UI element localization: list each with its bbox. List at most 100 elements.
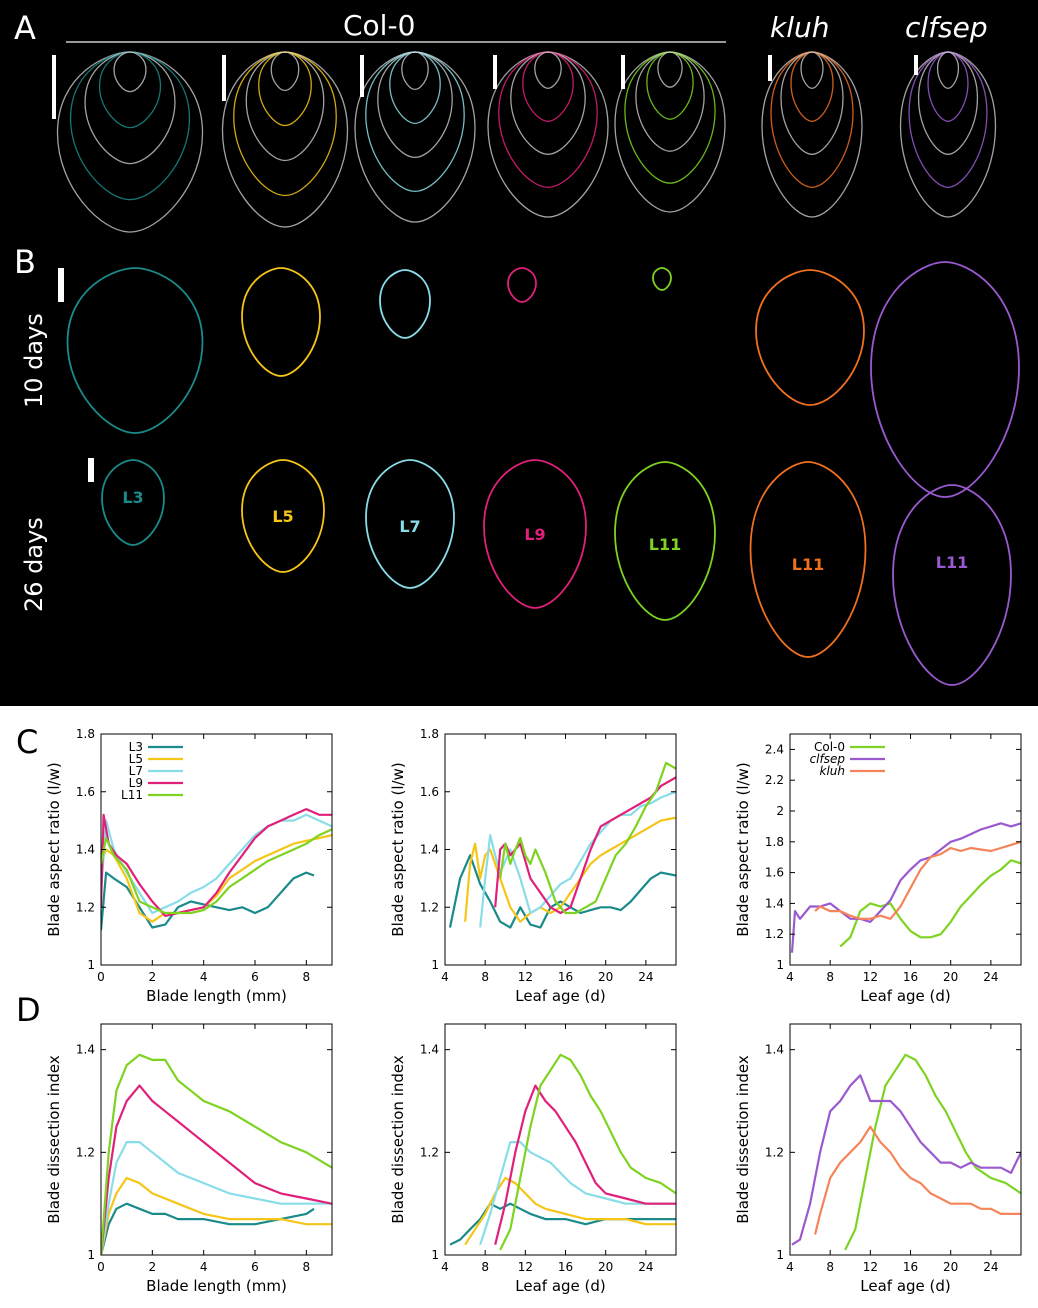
series-line-L7 — [479, 1141, 676, 1246]
x-tick-label: 8 — [481, 1260, 489, 1274]
growth-outline — [377, 51, 453, 159]
series-line-L9 — [101, 1084, 332, 1255]
growth-outline — [522, 51, 574, 122]
growth-outline — [354, 51, 476, 223]
series-line-L3 — [101, 871, 315, 931]
scale-bar — [222, 55, 226, 101]
chart-C1: 0 2 4 6 8 1 1.2 1.4 1.6 1.8 Blade length (mm) Blade… — [45, 727, 333, 1005]
y-tick-label: 2.2 — [765, 773, 784, 787]
y-tick-label: 1 — [431, 958, 439, 972]
growth-outline — [908, 51, 988, 188]
y-axis-title: Blade dissection index — [734, 1055, 752, 1224]
x-tick-label: 24 — [638, 970, 653, 984]
growth-outline — [258, 51, 312, 127]
x-tick-label: 12 — [863, 970, 878, 984]
leaf-label: L11 — [649, 535, 681, 554]
y-tick-label: 1 — [776, 1248, 784, 1262]
growth-outline — [927, 51, 969, 122]
genotype-label-kluh: kluh — [770, 11, 830, 44]
leaf-label: L11 — [792, 555, 824, 574]
y-tick-label: 1.4 — [420, 1043, 439, 1057]
genotype-label-clfsep: clfsep — [905, 11, 988, 44]
leaf-outline-10d-3 — [507, 267, 537, 303]
y-tick-label: 1.2 — [76, 900, 95, 914]
scale-bar — [360, 55, 364, 97]
x-tick-label: 4 — [441, 1260, 449, 1274]
age-label-10-days: 10 days — [20, 313, 48, 408]
y-tick-label: 1.8 — [765, 835, 784, 849]
panel-letter-c: C — [16, 723, 39, 761]
x-tick-label: 6 — [251, 970, 259, 984]
leaf-outline-10d-1 — [241, 267, 321, 377]
series-line-L9 — [494, 776, 676, 915]
x-tick-label: 2 — [149, 1260, 157, 1274]
leaf-outline-26d-2 — [365, 459, 455, 589]
y-axis-title: Blade aspect ratio (l/w) — [734, 762, 752, 936]
growth-series-6 — [899, 51, 997, 218]
legend-label: L7 — [129, 764, 143, 778]
plot-frame — [789, 1023, 1022, 1256]
growth-outline — [98, 51, 162, 129]
y-tick-label: 2 — [776, 804, 784, 818]
scale-bar — [493, 55, 497, 89]
growth-outline — [657, 51, 683, 88]
x-tick-label: 4 — [786, 1260, 794, 1274]
leaf-outline-26d-5 — [749, 461, 867, 658]
scale-bar-10d — [58, 268, 64, 302]
growth-outline — [635, 51, 705, 152]
growth-outline — [245, 51, 325, 162]
growth-outline — [221, 51, 349, 228]
chart-D1: 0 2 4 6 8 1 1.2 1.4 Blade length (mm) Blade disse… — [45, 1023, 333, 1295]
series-line-Col-0 — [844, 1053, 1021, 1251]
series-line-L11 — [499, 1053, 676, 1251]
growth-outline — [917, 51, 979, 155]
x-tick-label: 6 — [251, 1260, 259, 1274]
panel-letter-a: A — [14, 9, 36, 47]
y-axis-title: Blade dissection index — [45, 1055, 63, 1224]
growth-series-2 — [354, 51, 476, 223]
growth-outline — [84, 51, 176, 165]
age-label-26-days: 26 days — [20, 517, 48, 612]
scale-bar — [621, 55, 625, 89]
leaf-outline-26d-1 — [241, 459, 325, 573]
series-line-L5 — [101, 1176, 332, 1255]
x-tick-label: 0 — [97, 970, 105, 984]
scale-bar — [768, 55, 772, 81]
x-axis-title: Leaf age (d) — [515, 987, 606, 1005]
chart-C2: 4 8 12 16 20 24 1 1.2 1.4 1.6 1.8 Leaf age (d) Blade… — [389, 727, 677, 1005]
y-tick-label: 1 — [431, 1248, 439, 1262]
y-tick-label: 1.8 — [76, 727, 95, 741]
growth-outline — [498, 51, 598, 188]
x-tick-label: 20 — [943, 970, 958, 984]
series-line-L3 — [448, 854, 676, 929]
growth-series-1 — [221, 51, 349, 228]
leaf-label: L7 — [399, 517, 420, 536]
growth-outline — [233, 51, 337, 197]
leaf-outline-10d-5 — [755, 269, 865, 406]
x-tick-label: 12 — [518, 1260, 533, 1274]
x-tick-label: 20 — [598, 1260, 613, 1274]
x-tick-label: 4 — [200, 970, 208, 984]
plot-frame — [444, 1023, 677, 1256]
x-axis-title: Leaf age (d) — [860, 1277, 951, 1295]
y-tick-label: 1.2 — [76, 1145, 95, 1159]
x-tick-label: 24 — [983, 970, 998, 984]
x-axis-title: Leaf age (d) — [515, 1277, 606, 1295]
x-tick-label: 4 — [786, 970, 794, 984]
leaf-outline-26d-3 — [483, 459, 587, 609]
y-tick-label: 1 — [776, 958, 784, 972]
legend-label: clfsep — [810, 752, 846, 766]
leaf-label: L5 — [272, 507, 293, 526]
growth-outline — [899, 51, 997, 218]
x-tick-label: 0 — [97, 1260, 105, 1274]
leaf-label: L9 — [524, 525, 545, 544]
x-tick-label: 2 — [149, 970, 157, 984]
x-tick-label: 16 — [558, 970, 573, 984]
y-tick-label: 1.6 — [76, 785, 95, 799]
growth-outline — [790, 51, 834, 122]
panel-letter-b: B — [14, 243, 36, 281]
x-tick-label: 12 — [863, 1260, 878, 1274]
y-tick-label: 1.4 — [420, 843, 439, 857]
series-line-L7 — [101, 813, 332, 915]
growth-outline — [365, 51, 465, 193]
